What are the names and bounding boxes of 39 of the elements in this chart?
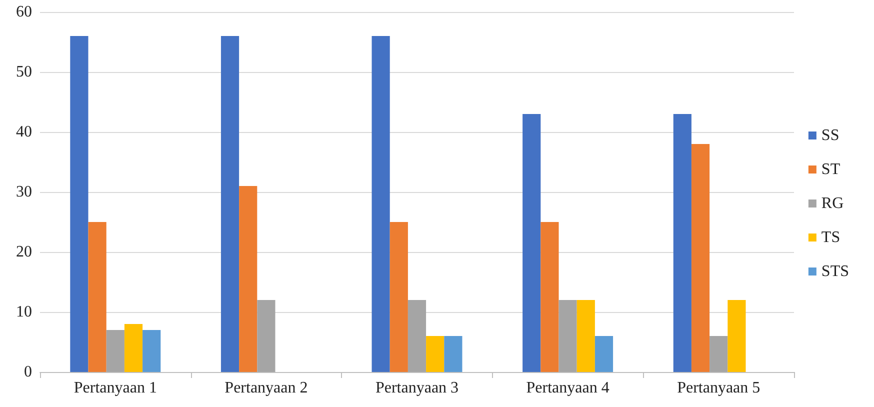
bar xyxy=(88,222,106,372)
y-tick-label: 60 xyxy=(16,4,32,20)
bar xyxy=(728,300,746,372)
x-tick-label: Pertanyaan 3 xyxy=(375,380,459,396)
legend-label: SS xyxy=(821,127,840,144)
bar xyxy=(390,222,408,372)
bar xyxy=(576,300,595,372)
bar xyxy=(372,36,390,372)
y-tick-label: 30 xyxy=(16,184,32,200)
bar xyxy=(70,36,88,372)
legend-label: RG xyxy=(821,195,844,212)
x-tick-label: Pertanyaan 4 xyxy=(526,380,610,396)
y-tick-label: 10 xyxy=(16,304,32,320)
bar xyxy=(673,114,692,372)
bar xyxy=(257,300,276,372)
bar xyxy=(558,300,577,372)
bar xyxy=(239,186,258,372)
x-tick-label: Pertanyaan 5 xyxy=(677,380,760,396)
y-tick-label: 40 xyxy=(16,124,32,140)
bar xyxy=(522,114,541,372)
bar xyxy=(594,336,614,372)
x-tick-label: Pertanyaan 1 xyxy=(74,380,157,396)
legend-label: STS xyxy=(821,263,850,280)
bar xyxy=(142,330,161,372)
bar xyxy=(710,336,728,372)
bar xyxy=(106,330,124,372)
y-tick-label: 20 xyxy=(16,244,32,260)
bar xyxy=(691,144,710,372)
bar xyxy=(408,300,426,372)
bar xyxy=(124,324,143,372)
bar xyxy=(220,36,240,372)
legend-label: ST xyxy=(821,161,840,178)
bar xyxy=(426,336,444,372)
bar xyxy=(444,336,462,372)
legend-label: TS xyxy=(821,229,840,246)
y-tick-label: 50 xyxy=(16,64,32,80)
y-tick-label: 0 xyxy=(24,364,32,380)
bar xyxy=(540,222,559,372)
x-tick-label: Pertanyaan 2 xyxy=(224,380,308,396)
